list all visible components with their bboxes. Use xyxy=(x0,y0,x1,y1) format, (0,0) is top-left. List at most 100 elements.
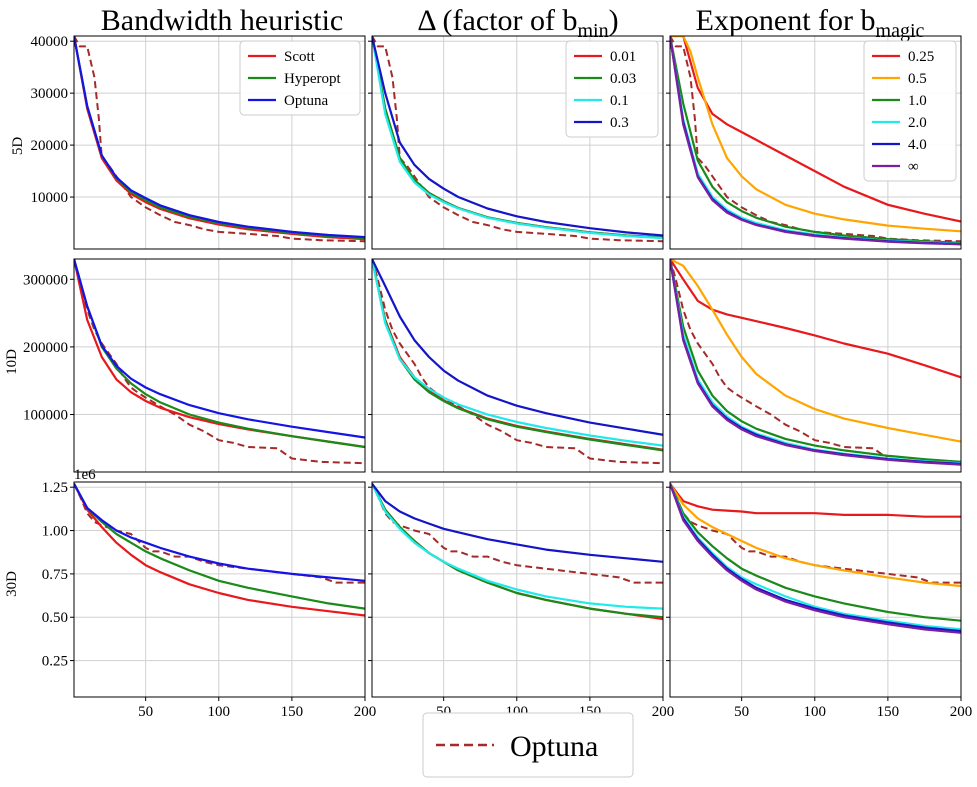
legend-frame xyxy=(565,40,659,138)
series-group xyxy=(74,483,365,617)
y-tick-label: 100000 xyxy=(23,408,68,424)
row-labels: 5D 10D 30D xyxy=(4,137,26,597)
subplot-5d-1: 10000 20000 30000 40000 Scott Hyperopt Optuna xyxy=(31,34,366,250)
series-line-inf xyxy=(670,483,961,634)
series-line-0-5 xyxy=(670,483,961,588)
axes-frame xyxy=(73,35,366,250)
series-group xyxy=(372,483,663,621)
x-tick-label: 200 xyxy=(354,704,377,720)
axes-frame xyxy=(669,481,962,698)
series-line-0-25 xyxy=(670,36,961,223)
axes-frame xyxy=(73,481,366,698)
y-tick-label: 0.25 xyxy=(42,654,68,670)
series-line-optuna-reference xyxy=(670,483,961,584)
bottom-legend: Optuna xyxy=(422,712,634,778)
series-line-optuna xyxy=(74,36,365,239)
legend-label-hyperopt: Hyperopt xyxy=(284,71,341,87)
series-group xyxy=(670,483,961,634)
series-line-0-1 xyxy=(372,259,663,447)
series-line-0-3 xyxy=(372,259,663,436)
y-tick-label: 20000 xyxy=(31,138,69,154)
x-tick-label: 100 xyxy=(804,704,827,720)
y-tick-label: 0.75 xyxy=(42,567,68,583)
y-tick-label: 10000 xyxy=(31,190,69,206)
legend-label-optuna: Optuna xyxy=(284,93,329,109)
subplot-10d-2 xyxy=(368,258,664,473)
axes-frame xyxy=(371,481,664,698)
x-tick-label: 200 xyxy=(652,704,675,720)
series-line-optuna-reference xyxy=(372,483,663,584)
y-tick-label: 1.00 xyxy=(42,524,68,540)
subplot-30d-3: 50 100 150 200 xyxy=(666,481,973,720)
legend-label-2-0: 2.0 xyxy=(908,115,927,131)
series-group xyxy=(670,36,961,246)
series-line-optuna-reference xyxy=(74,36,365,243)
series-line-optuna-reference xyxy=(74,483,365,584)
legend-label-4-0: 4.0 xyxy=(908,137,927,153)
legend-label-scott: Scott xyxy=(284,49,316,65)
y-tick-label: 200000 xyxy=(23,340,68,356)
bottom-legend-frame xyxy=(422,712,634,778)
legend-label-0-5: 0.5 xyxy=(908,71,927,87)
subplot-10d-1: 100000 200000 300000 xyxy=(23,258,366,473)
legend-label-inf: ∞ xyxy=(908,159,919,175)
y-tick-label: 30000 xyxy=(31,86,69,102)
series-group xyxy=(372,36,663,243)
axes-frame xyxy=(669,258,962,473)
axes-frame xyxy=(371,258,664,473)
series-line-hyperopt xyxy=(74,259,365,449)
series-line-0-3 xyxy=(372,36,663,237)
y-offset-label: 1e6 xyxy=(74,467,96,483)
series-line-scott xyxy=(74,259,365,449)
y-tick-label: 40000 xyxy=(31,34,69,50)
y-tick-label: 1.25 xyxy=(42,480,68,496)
x-tick-label: 200 xyxy=(950,704,973,720)
row-label-10d: 10D xyxy=(4,349,20,375)
series-line-optuna-reference xyxy=(670,36,961,243)
legend-frame xyxy=(863,40,957,182)
series-line-0-25 xyxy=(670,483,961,518)
y-tick-label: 300000 xyxy=(23,272,68,288)
series-line-0-1 xyxy=(372,483,663,610)
legend: 0.25 0.5 1.0 2.0 4.0 ∞ xyxy=(863,40,957,182)
series-line-1-0 xyxy=(670,36,961,244)
column-title-bandwidth: Bandwidth heuristic xyxy=(101,4,343,37)
series-line-hyperopt xyxy=(74,483,365,610)
row-label-5d: 5D xyxy=(10,137,26,156)
x-tick-label: 100 xyxy=(208,704,231,720)
series-line-optuna-reference xyxy=(670,259,961,465)
bottom-legend-label: Optuna xyxy=(510,730,598,763)
axes-frame xyxy=(73,258,366,473)
series-line-1-0 xyxy=(670,259,961,463)
series-line-optuna-reference xyxy=(372,36,663,243)
x-tick-label: 150 xyxy=(281,704,304,720)
legend-label-0-01: 0.01 xyxy=(610,49,636,65)
series-line-optuna xyxy=(74,483,365,582)
legend-frame xyxy=(239,40,361,116)
series-line-0-01 xyxy=(372,483,663,621)
legend-label-0-25: 0.25 xyxy=(908,49,934,65)
series-line-scott xyxy=(74,483,365,617)
column-title-delta: Δ (factor of bmin) xyxy=(417,4,618,42)
legend-label-0-3: 0.3 xyxy=(610,115,629,131)
series-group xyxy=(372,259,663,465)
subplot-30d-2: 50 100 150 200 xyxy=(368,481,675,720)
legend-label-0-1: 0.1 xyxy=(610,93,629,109)
axes-frame xyxy=(669,35,962,250)
legend: 0.01 0.03 0.1 0.3 xyxy=(565,40,659,138)
x-tick-label: 150 xyxy=(877,704,900,720)
series-line-inf xyxy=(670,259,961,466)
series-line-optuna-reference xyxy=(74,259,365,465)
subplot-10d-3 xyxy=(666,258,962,473)
series-line-0-3 xyxy=(372,483,663,563)
row-label-30d: 30D xyxy=(4,571,20,597)
series-line-optuna xyxy=(74,259,365,439)
subplot-5d-2: 0.01 0.03 0.1 0.3 xyxy=(368,35,664,250)
series-line-0-5 xyxy=(670,259,961,443)
series-group xyxy=(670,259,961,466)
series-line-1-0 xyxy=(670,483,961,622)
series-group xyxy=(74,36,365,243)
legend: Scott Hyperopt Optuna xyxy=(239,40,361,116)
series-line-inf xyxy=(670,36,961,246)
